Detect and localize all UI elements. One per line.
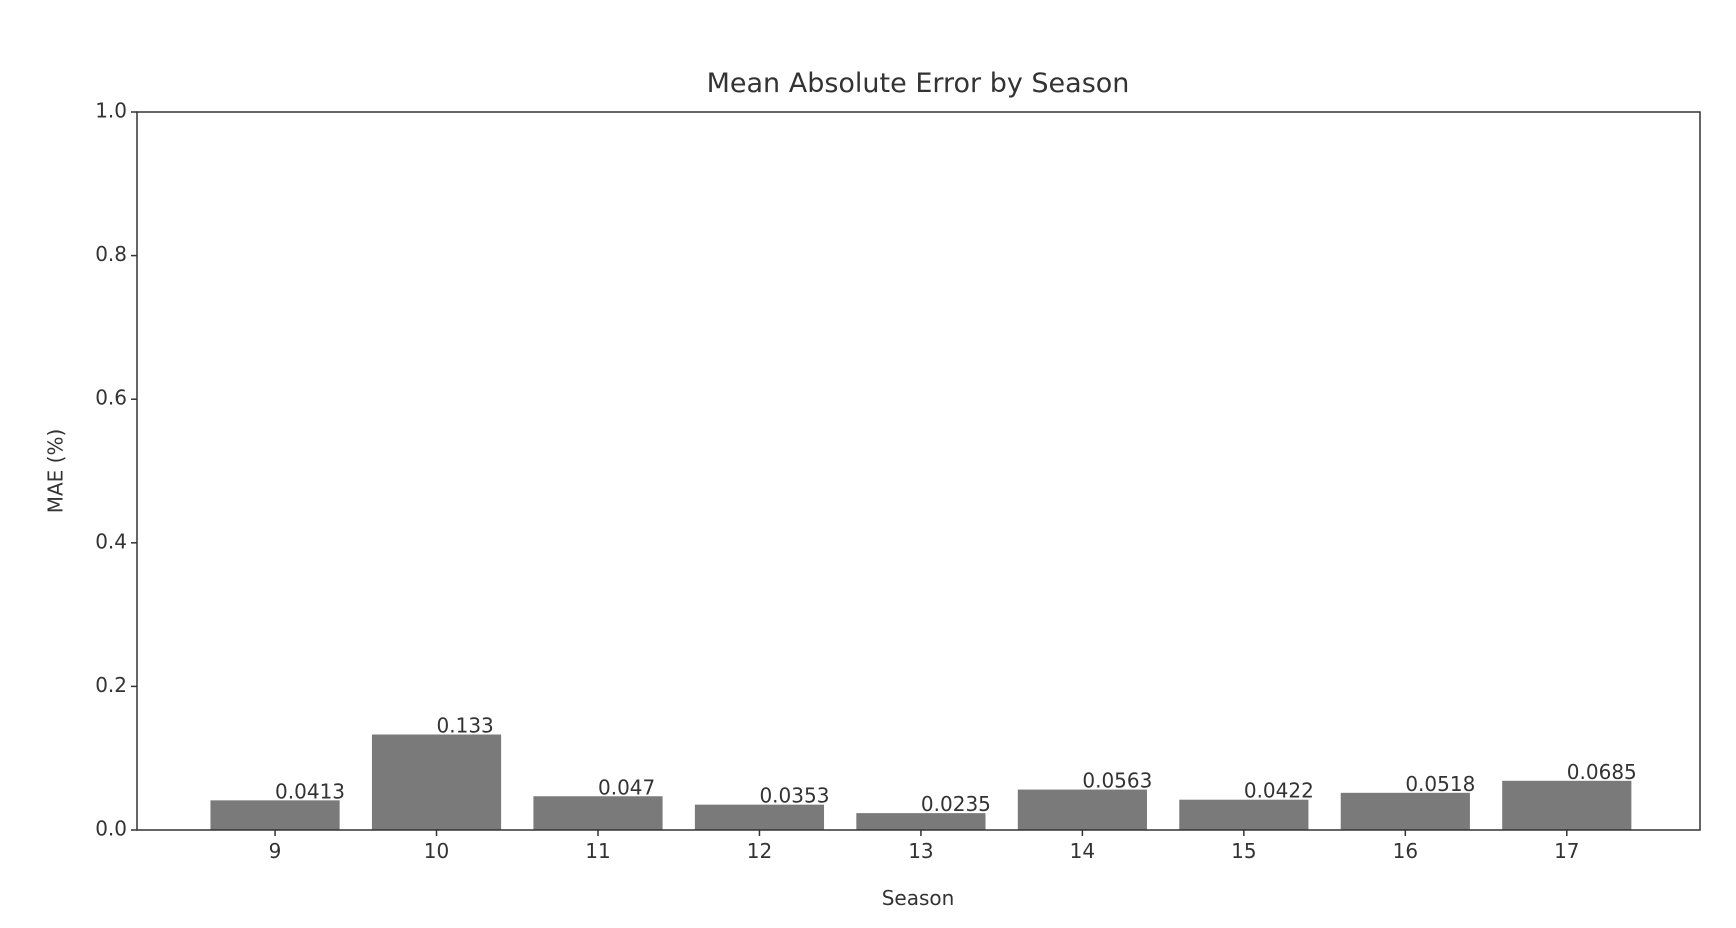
- y-tick-label: 0.0: [95, 817, 127, 841]
- bar: [1340, 792, 1470, 830]
- y-tick-label: 0.2: [95, 673, 127, 697]
- bar: [1179, 799, 1309, 830]
- x-tick-label: 9: [269, 839, 282, 863]
- bar: [1502, 780, 1632, 830]
- value-label: 0.0235: [921, 792, 991, 816]
- bar: [533, 796, 663, 830]
- y-tick-label: 1.0: [95, 99, 127, 123]
- plot-frame: [136, 111, 1701, 831]
- y-tick-label: 0.6: [95, 386, 127, 410]
- x-tick-label: 13: [908, 839, 933, 863]
- bar: [694, 804, 825, 830]
- value-label: 0.0353: [759, 784, 829, 808]
- x-axis-label: Season: [882, 886, 955, 910]
- value-label: 0.0563: [1082, 769, 1152, 793]
- x-tick-label: 12: [747, 839, 772, 863]
- x-tick-label: 17: [1554, 839, 1579, 863]
- y-axis-label: MAE (%): [44, 429, 68, 514]
- x-tick-label: 11: [585, 839, 610, 863]
- x-tick-label: 10: [424, 839, 449, 863]
- bar: [210, 800, 340, 830]
- value-label: 0.133: [437, 714, 494, 738]
- bar: [856, 813, 986, 830]
- bar: [1017, 789, 1147, 830]
- x-tick-label: 14: [1070, 839, 1095, 863]
- value-label: 0.0685: [1567, 760, 1637, 784]
- value-label: 0.0413: [275, 779, 345, 803]
- value-label: 0.0518: [1405, 772, 1475, 796]
- x-tick-label: 16: [1393, 839, 1418, 863]
- y-tick-label: 0.8: [95, 242, 127, 266]
- y-tick-label: 0.4: [95, 529, 127, 553]
- value-label: 0.047: [598, 775, 655, 799]
- x-tick-label: 15: [1231, 839, 1256, 863]
- bar: [371, 734, 502, 830]
- chart-title: Mean Absolute Error by Season: [707, 68, 1130, 99]
- value-label: 0.0422: [1244, 779, 1314, 803]
